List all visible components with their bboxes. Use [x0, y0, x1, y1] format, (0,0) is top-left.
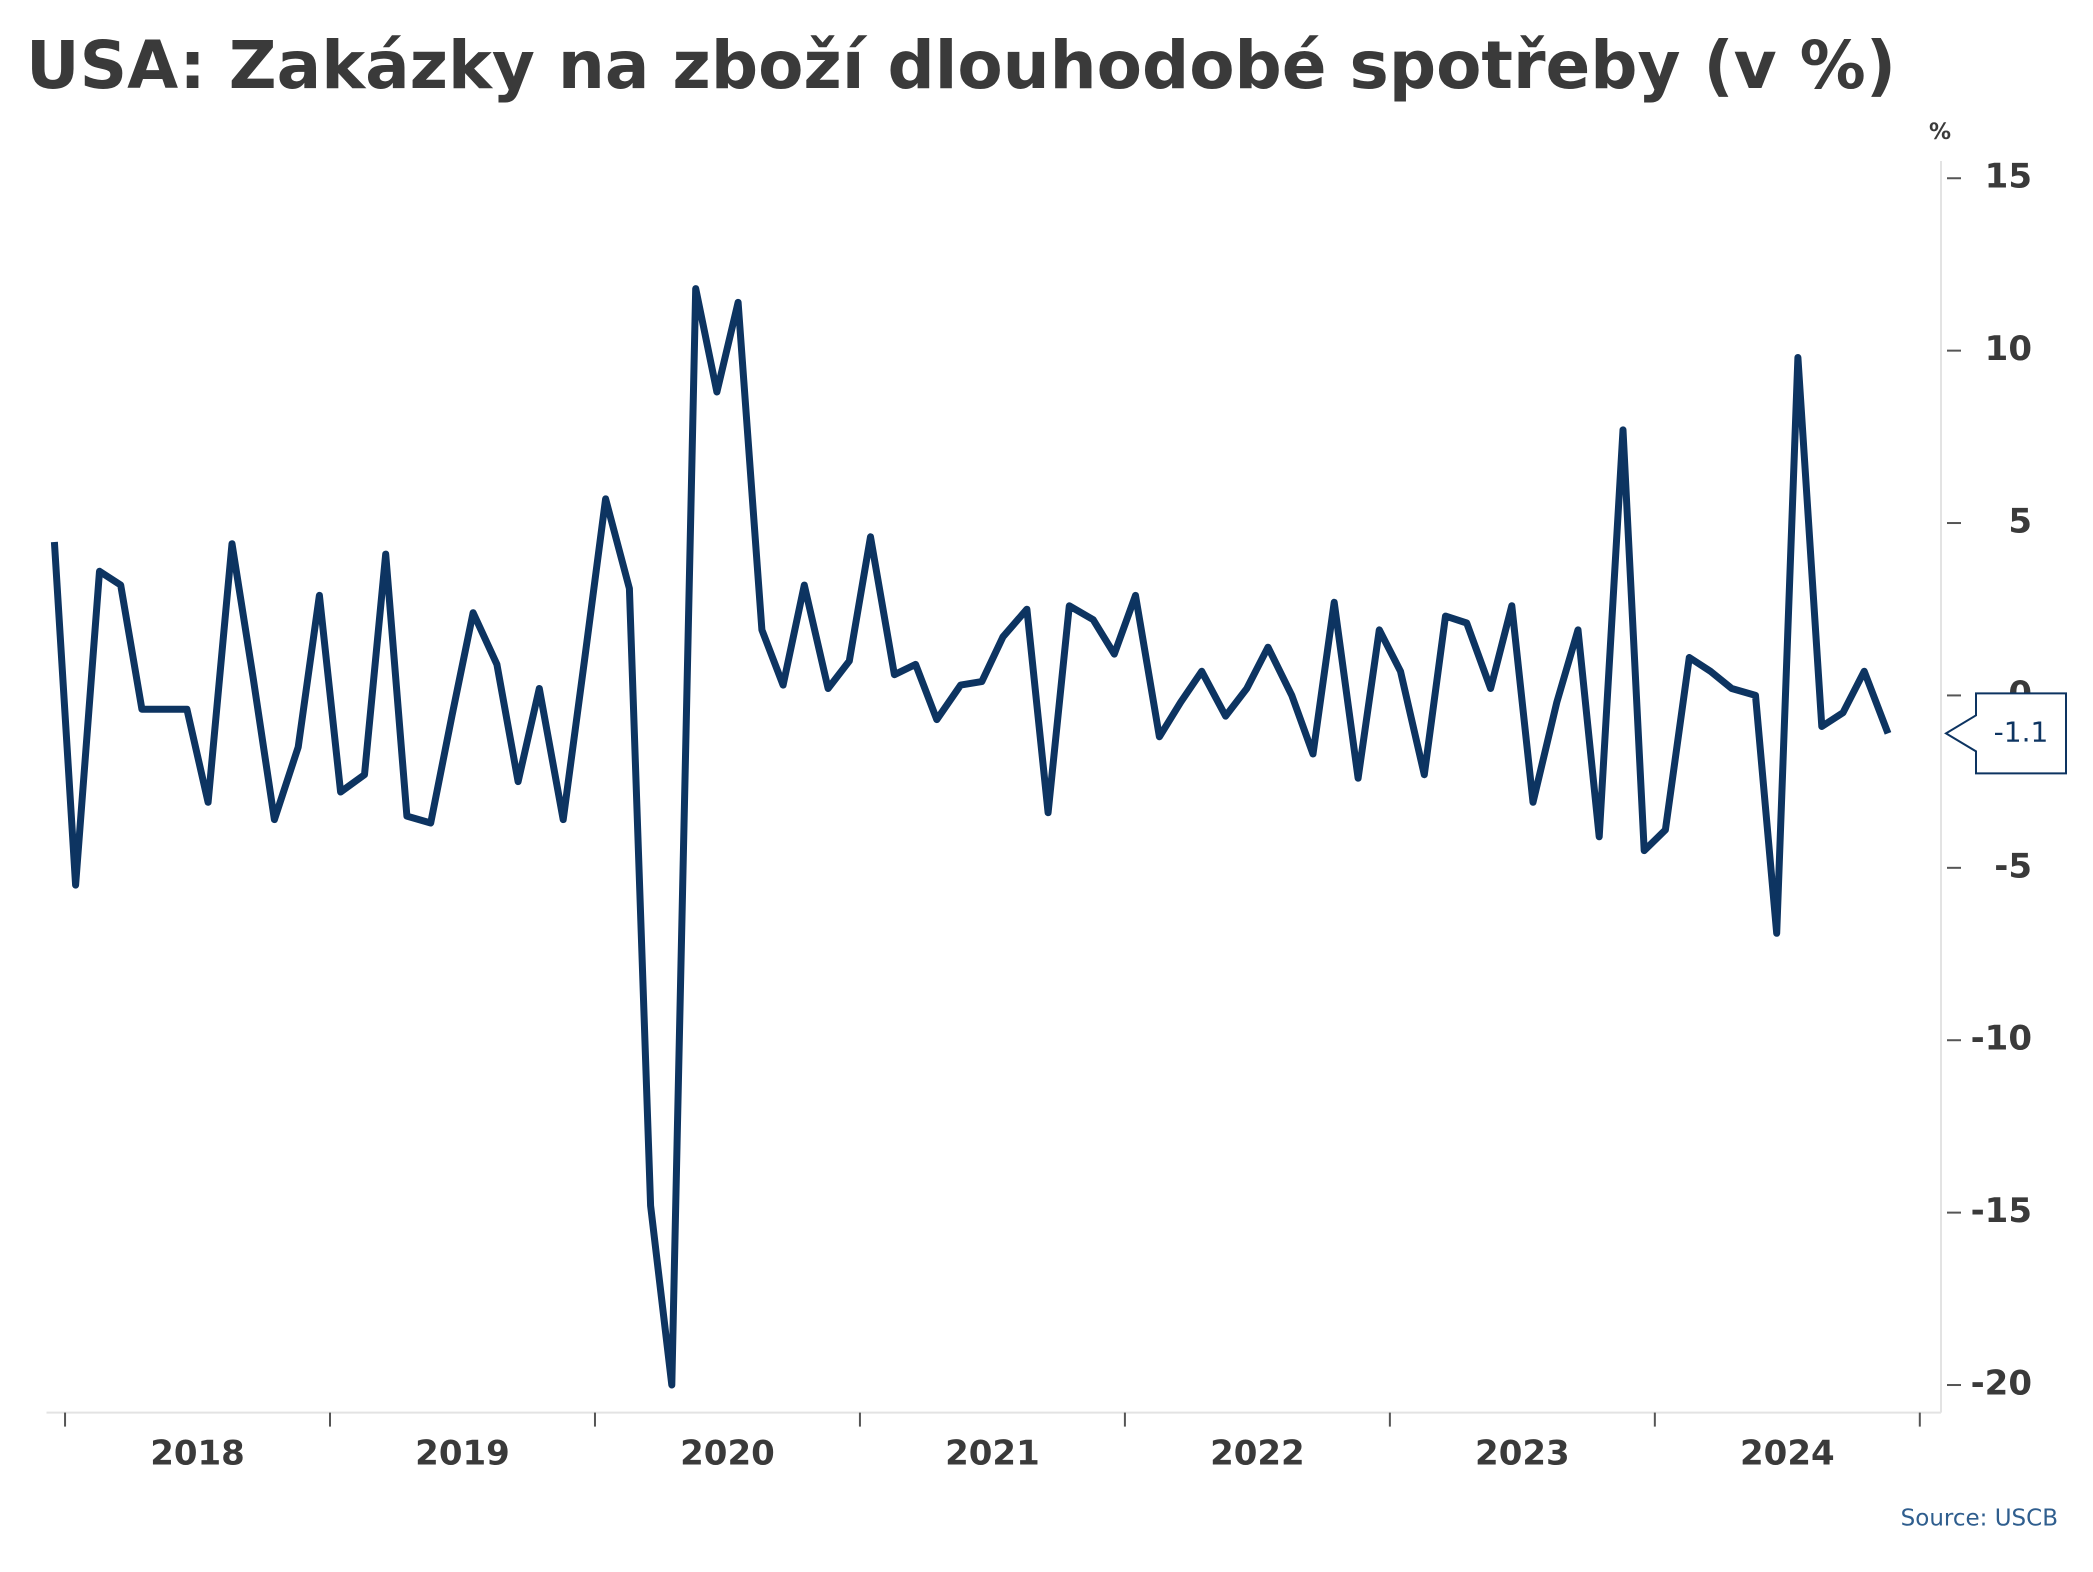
line-series — [50, 285, 1892, 1389]
x-tick-label: 2019 — [415, 1434, 510, 1474]
x-tick-label: 2021 — [945, 1434, 1040, 1474]
y-tick-label: 10 — [1985, 329, 2032, 369]
chart-title: USA: Zakázky na zboží dlouhodobé spotřeb… — [26, 27, 1896, 104]
y-tick-label: 15 — [1985, 157, 2032, 197]
callout-label: -1.1 — [1994, 715, 2049, 748]
y-tick-label: -5 — [1994, 846, 2032, 886]
y-tick-label: -15 — [1971, 1191, 2032, 1231]
x-tick-label: 2023 — [1475, 1434, 1570, 1474]
y-unit: % — [1929, 120, 1951, 145]
y-tick-label: -20 — [1971, 1364, 2032, 1404]
x-tick-label: 2024 — [1740, 1434, 1835, 1474]
x-tick-label: 2020 — [680, 1434, 775, 1474]
source: Source: USCB — [1901, 1506, 2058, 1532]
y-tick-label: 5 — [2008, 502, 2032, 542]
callout-box — [1944, 692, 2067, 775]
x-tick-label: 2018 — [150, 1434, 245, 1474]
x-tick-label: 2022 — [1210, 1434, 1305, 1474]
y-tick-label: -10 — [1971, 1019, 2032, 1059]
